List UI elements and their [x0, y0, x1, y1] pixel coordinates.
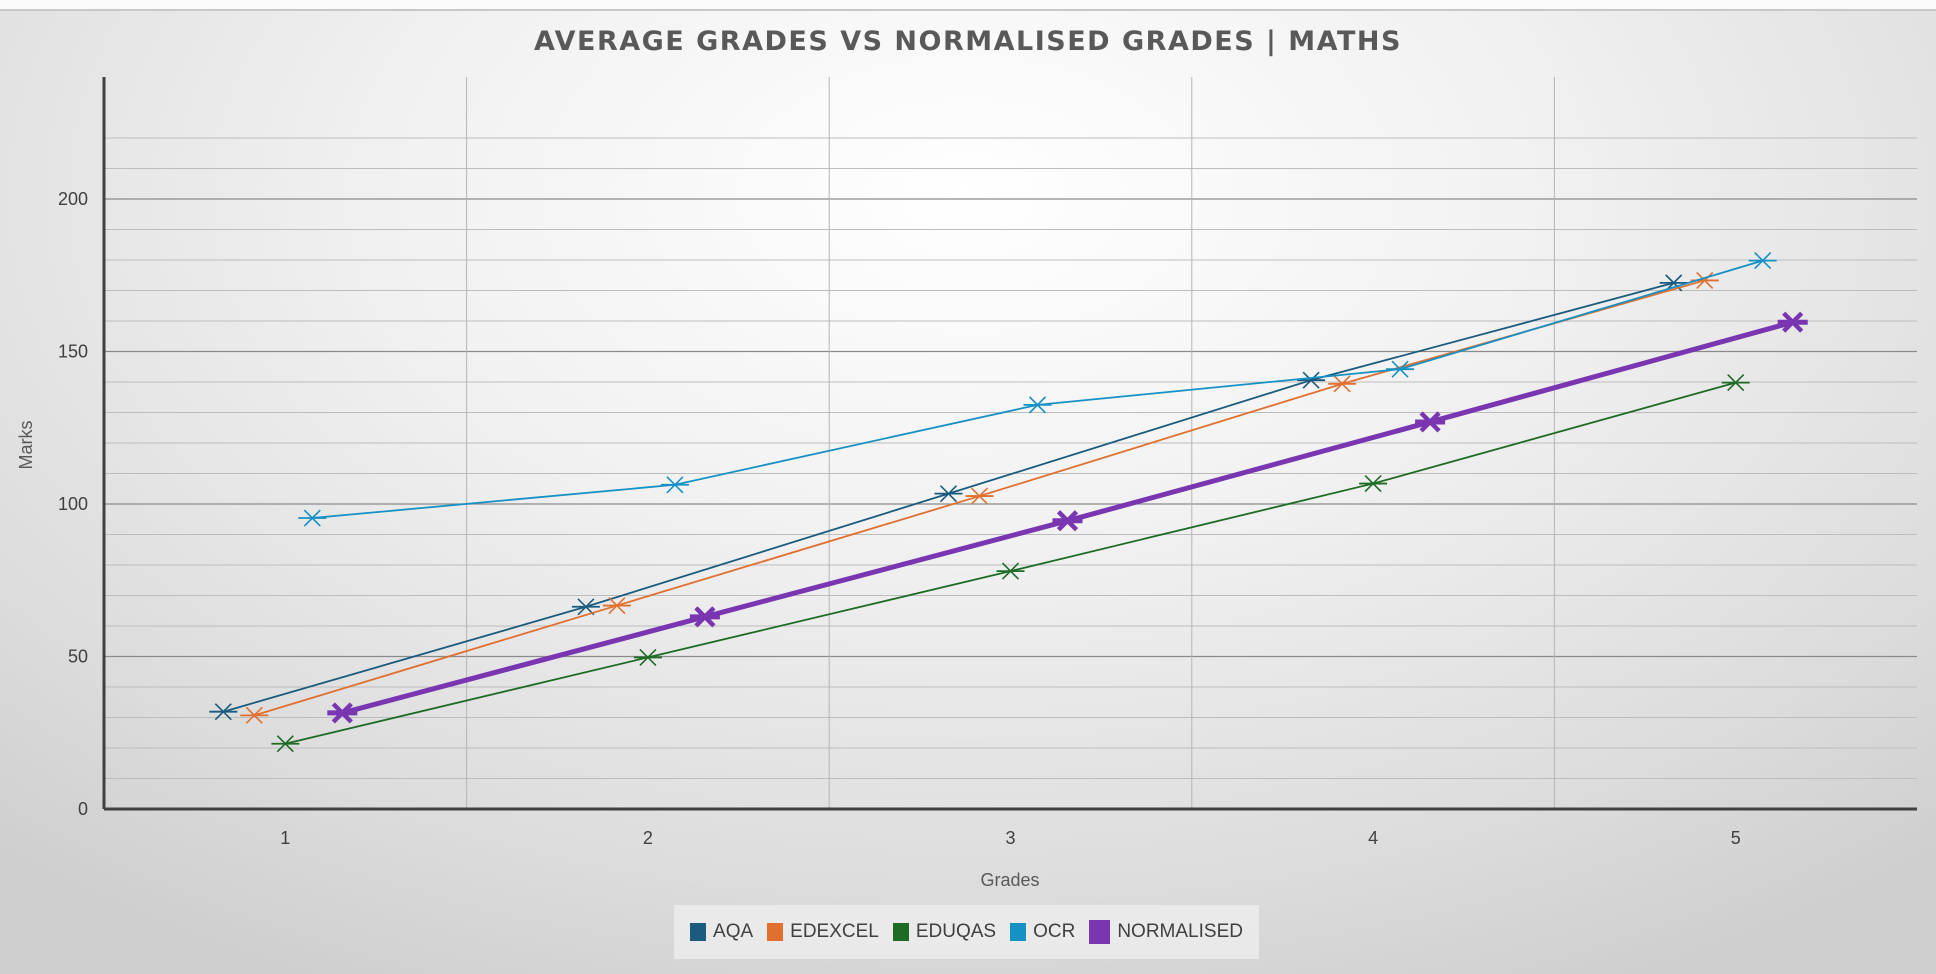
legend-item-edexcel: EDEXCEL [767, 921, 879, 943]
legend-item-aqa: AQA [690, 921, 753, 943]
data-point-marker [1023, 396, 1052, 414]
data-point-marker [240, 706, 269, 724]
legend-item-eduqas: EDUQAS [892, 921, 997, 943]
legend-swatch [690, 923, 707, 941]
y-axis-ticks: 0 50 100 150 200 [58, 189, 88, 819]
series-ocr [298, 252, 1777, 527]
legend-item-normalised: NORMALISED [1089, 920, 1243, 944]
legend-label: OCR [1033, 921, 1076, 942]
data-point-marker [996, 562, 1025, 580]
data-point-marker [660, 476, 689, 494]
gridlines [104, 77, 1917, 809]
data-point-marker [271, 735, 300, 753]
x-axis-label: Grades [980, 870, 1039, 890]
series-line [223, 282, 1674, 713]
data-point-marker [209, 703, 238, 721]
x-axis-ticks: 1 2 3 4 5 [280, 828, 1740, 848]
legend-swatch [1089, 920, 1111, 944]
data-point-marker [965, 487, 994, 505]
data-point-marker [1415, 411, 1446, 433]
data-point-marker [1748, 252, 1777, 270]
series-line [254, 279, 1705, 717]
series-edexcel [240, 271, 1719, 724]
legend-swatch [767, 923, 784, 941]
data-point-marker [633, 648, 662, 666]
spreadsheet-column-strip [0, 0, 1936, 11]
x-tick-label: 2 [643, 828, 653, 848]
data-point-marker [1052, 510, 1083, 532]
legend-label: NORMALISED [1117, 921, 1243, 942]
series-group [209, 252, 1808, 753]
data-point-marker [571, 598, 600, 616]
x-tick-label: 4 [1368, 828, 1378, 848]
y-tick-label: 100 [58, 494, 88, 514]
legend: AQA EDEXCEL EDUQAS OCR NORMALISED [674, 905, 1259, 959]
data-point-marker [1777, 311, 1808, 333]
data-point-marker [1328, 375, 1357, 393]
series-eduqas [271, 374, 1750, 753]
data-point-marker [1386, 360, 1415, 378]
y-tick-label: 150 [58, 342, 88, 362]
data-point-marker [327, 702, 358, 724]
x-tick-label: 5 [1731, 828, 1741, 848]
legend-item-ocr: OCR [1010, 921, 1075, 943]
data-point-marker [298, 509, 327, 527]
series-line [285, 381, 1736, 745]
series-normalised [327, 311, 1808, 724]
x-tick-label: 1 [280, 828, 290, 848]
y-tick-label: 200 [58, 189, 88, 209]
data-point-marker [1359, 474, 1388, 493]
legend-label: AQA [713, 921, 754, 942]
y-tick-label: 0 [78, 799, 88, 819]
series-line [341, 319, 1794, 716]
data-point-marker [934, 485, 963, 503]
data-point-marker [689, 606, 720, 628]
series-aqa [209, 274, 1688, 721]
legend-swatch [892, 923, 909, 941]
x-tick-label: 3 [1005, 828, 1015, 848]
y-axis-label: Marks [16, 421, 36, 470]
data-point-marker [1721, 374, 1750, 392]
legend-label: EDEXCEL [790, 921, 879, 942]
legend-swatch [1010, 923, 1027, 941]
data-point-marker [602, 596, 631, 615]
chart-title: AVERAGE GRADES VS NORMALISED GRADES | MA… [534, 26, 1402, 57]
y-tick-label: 50 [68, 647, 88, 667]
data-point-marker [1297, 371, 1326, 389]
legend-label: EDUQAS [915, 921, 997, 942]
